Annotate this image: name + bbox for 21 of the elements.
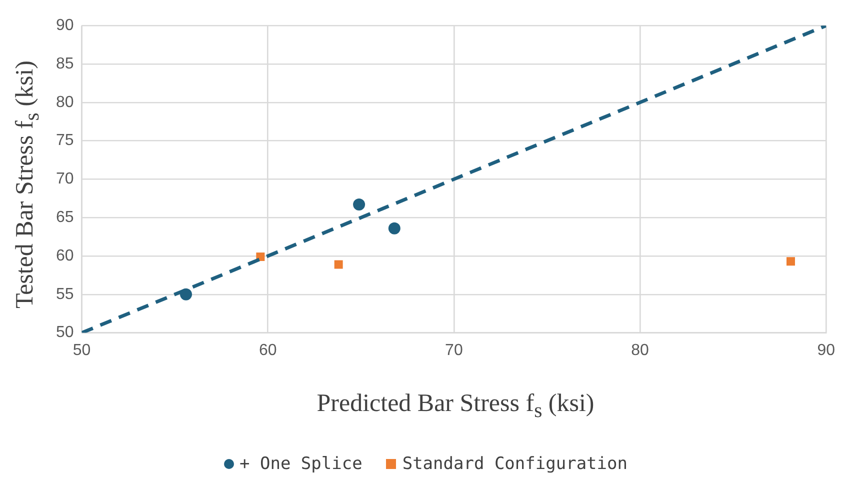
- y-tick-label: 70: [56, 170, 74, 188]
- y-tick-label: 90: [56, 17, 74, 34]
- y-tick-label: 85: [56, 55, 74, 72]
- x-tick-label: 70: [445, 342, 463, 359]
- point: [353, 198, 366, 211]
- x-tick-label: 60: [258, 342, 277, 359]
- x-axis-title: Predicted Bar Stress f$_{s}$ (ksi): [316, 390, 596, 423]
- y-tick-label: 55: [56, 286, 74, 303]
- legend-label: Standard Configuration: [402, 454, 628, 474]
- y-tick-label: 75: [56, 132, 74, 150]
- point: [786, 257, 795, 266]
- x-tick-label: 80: [631, 342, 650, 359]
- x-tick-label: 90: [817, 342, 836, 359]
- y-tick-label: 60: [56, 247, 74, 264]
- y-tick-label: 65: [56, 209, 74, 226]
- x-tick-label: 50: [72, 342, 91, 359]
- point: [388, 222, 400, 234]
- y-tick-label: 80: [56, 94, 74, 111]
- y-tick-label: 50: [56, 324, 74, 342]
- point: [334, 260, 343, 269]
- legend-label: + One Splice: [240, 454, 362, 474]
